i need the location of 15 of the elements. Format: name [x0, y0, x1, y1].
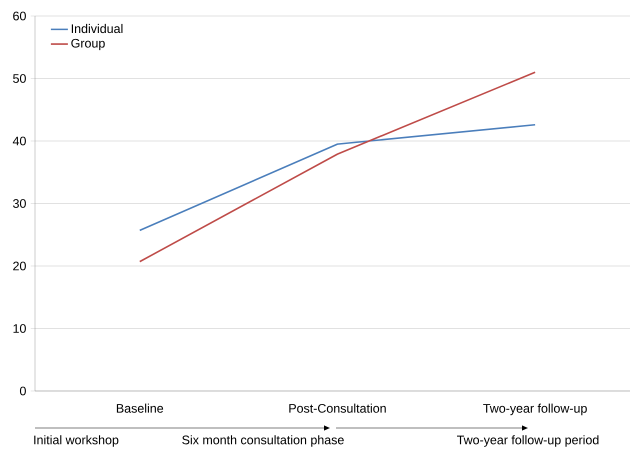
- text: Initial workshop: [34, 435, 118, 447]
- text: Two-year follow-up period: [456, 435, 598, 447]
- x-tick-label: Baseline: [116, 404, 164, 413]
- legend-label: Group: [71, 38, 105, 50]
- y-tick-label: 60: [13, 12, 26, 20]
- text: Six month consultation phase: [182, 435, 344, 447]
- y-tick-label: 0: [20, 386, 26, 396]
- y-tick-label: 30: [13, 199, 26, 208]
- y-tick-label: 50: [13, 74, 26, 83]
- y-tick-label: 40: [12, 136, 26, 146]
- legend-label: Individual: [72, 24, 122, 34]
- y-tick-label: 10: [14, 324, 26, 333]
- x-tick-label: Post-Consultation: [289, 404, 386, 413]
- y-tick-label: 20: [13, 262, 26, 270]
- x-tick-label: Two-year follow-up: [483, 404, 587, 416]
